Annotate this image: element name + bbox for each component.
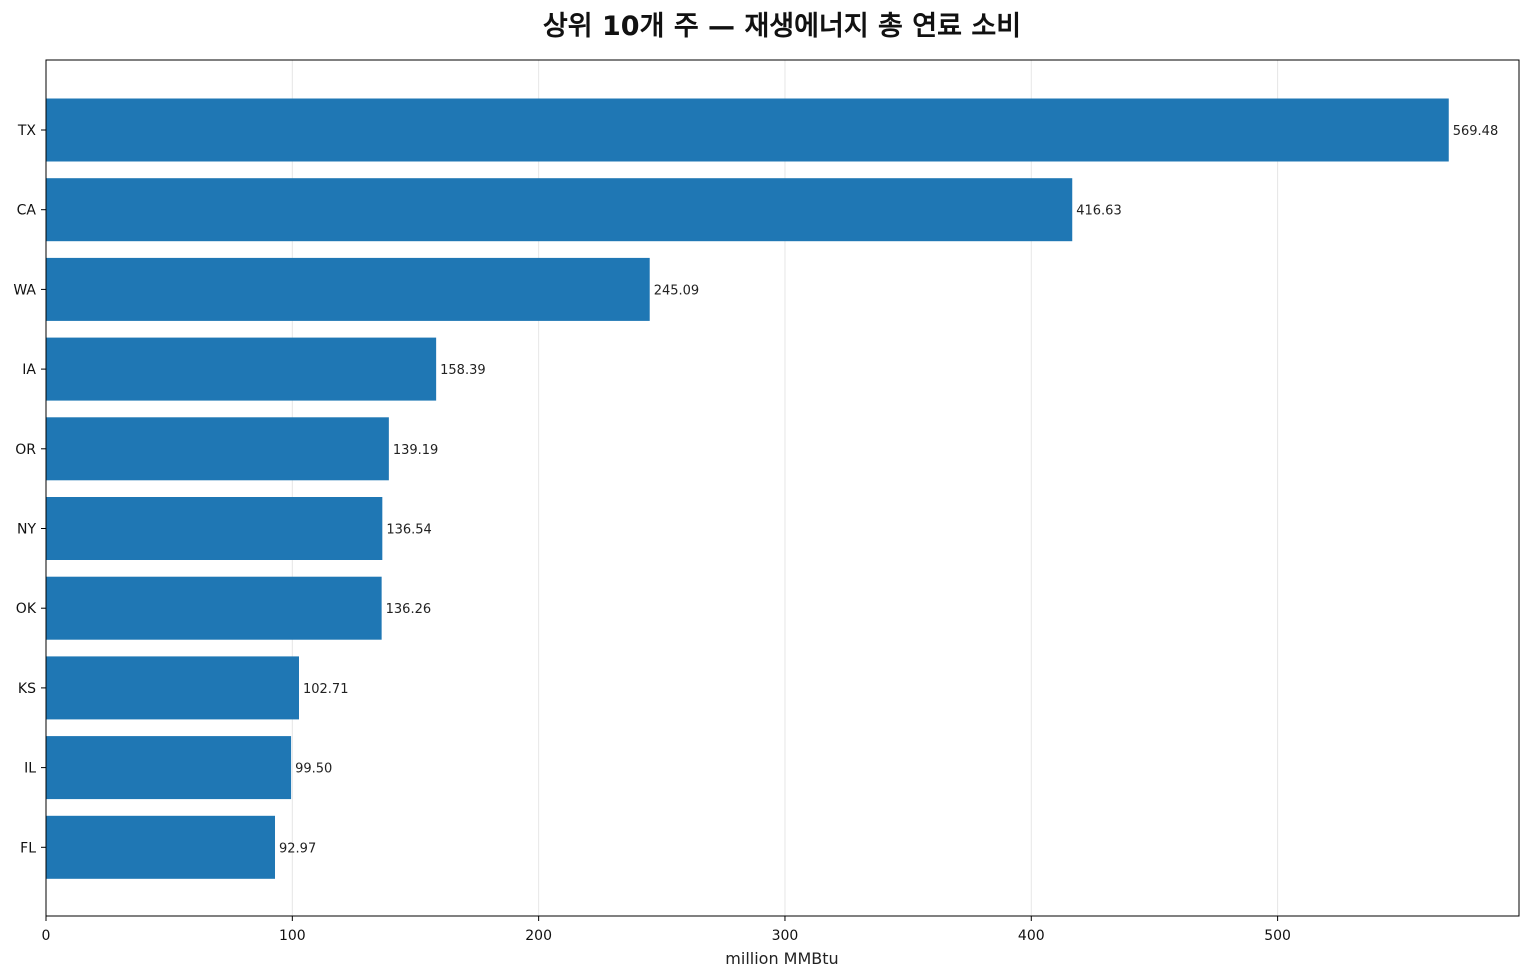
data-label-ny: 136.54 xyxy=(386,523,432,538)
bars xyxy=(46,98,1449,879)
x-tick-label: 0 xyxy=(42,928,51,944)
data-label-ca: 416.63 xyxy=(1076,204,1122,219)
data-label-il: 99.50 xyxy=(295,762,332,777)
bar-ok xyxy=(46,576,382,640)
bar-tx xyxy=(46,98,1449,162)
bar-wa xyxy=(46,257,650,321)
y-axis-ticks: TX CA WA IA OR NY OK KS IL FL xyxy=(13,123,46,856)
y-tick-label-il: IL xyxy=(24,761,36,777)
y-tick-label-or: OR xyxy=(15,442,36,458)
y-tick-label-fl: FL xyxy=(20,840,36,856)
x-tick-label: 300 xyxy=(772,928,799,944)
bar-fl xyxy=(46,815,276,879)
x-tick-label: 100 xyxy=(279,928,306,944)
data-label-wa: 245.09 xyxy=(654,283,700,298)
plot-frame xyxy=(45,59,1520,917)
data-label-or: 139.19 xyxy=(393,443,439,458)
data-label-ia: 158.39 xyxy=(440,363,486,378)
x-tick-label: 500 xyxy=(1264,928,1291,944)
data-label-ok: 136.26 xyxy=(386,602,432,617)
y-tick-label-ok: OK xyxy=(16,601,37,617)
x-axis-label: million MMBtu xyxy=(725,949,838,968)
data-label-fl: 92.97 xyxy=(279,841,316,856)
bar-or xyxy=(46,417,389,481)
data-labels: 569.48 416.63 245.09 158.39 139.19 136.54 136.… xyxy=(279,124,1498,856)
bar-ks xyxy=(46,656,299,720)
x-axis-ticks: 0 100 200 300 400 500 xyxy=(42,916,1291,944)
bar-ca xyxy=(46,178,1073,242)
y-tick-label-wa: WA xyxy=(13,282,36,298)
chart-title: 상위 10개 주 — 재생에너지 총 연료 소비 xyxy=(543,11,1021,42)
y-tick-label-tx: TX xyxy=(17,123,37,139)
y-tick-label-ny: NY xyxy=(17,522,36,538)
x-tick-label: 200 xyxy=(525,928,552,944)
y-tick-label-ia: IA xyxy=(22,362,36,378)
y-tick-label-ca: CA xyxy=(17,203,37,219)
bar-ia xyxy=(46,337,437,401)
data-label-ks: 102.71 xyxy=(303,682,349,697)
x-tick-label: 400 xyxy=(1018,928,1045,944)
y-tick-label-ks: KS xyxy=(18,681,36,697)
bar-il xyxy=(46,736,292,800)
data-label-tx: 569.48 xyxy=(1453,124,1499,139)
bar-ny xyxy=(46,497,383,560)
